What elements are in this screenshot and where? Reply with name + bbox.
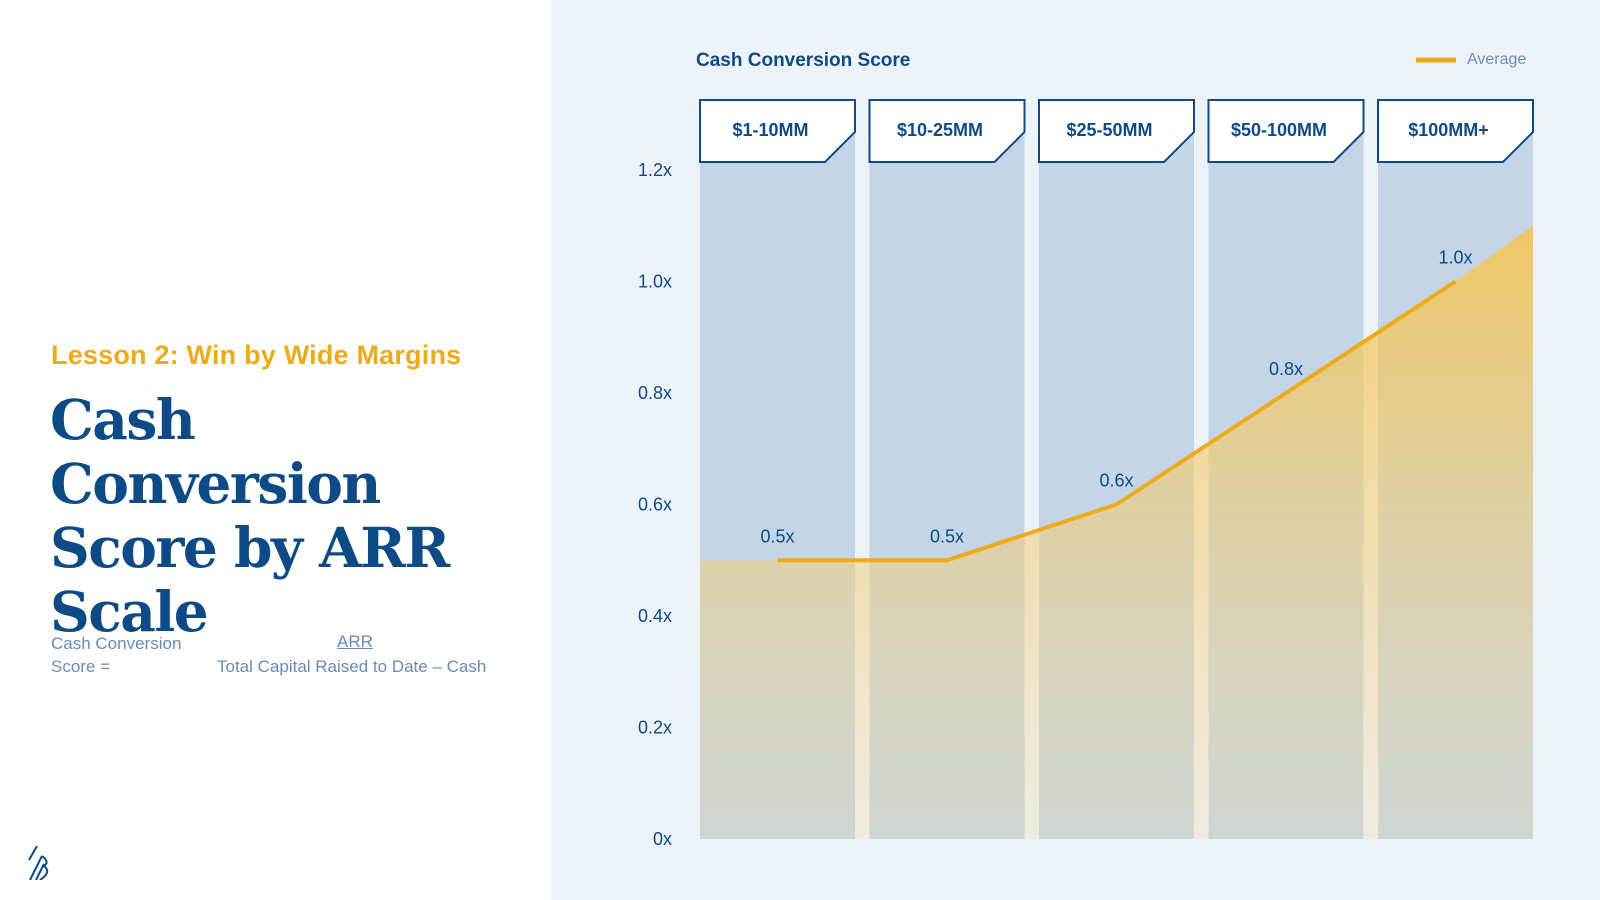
- data-label: 0.5x: [760, 526, 794, 546]
- data-label: 0.8x: [1269, 359, 1303, 379]
- y-tick-label: 1.2x: [638, 160, 672, 180]
- data-label: 0.5x: [930, 526, 964, 546]
- average-line: [777, 279, 1457, 563]
- page-title: Cash Conversion Score by ARR Scale: [50, 387, 450, 644]
- legend-label: Average: [1467, 51, 1526, 68]
- y-tick-label: 0.2x: [638, 718, 672, 738]
- category-tab: [868, 99, 1026, 163]
- y-tick-label: 0.6x: [638, 495, 672, 515]
- chart: 0x 0.2x 0.4x 0.6x 0.8x 1.0x 1.2x 0.5x 0.5x 0.6x 0…: [627, 50, 1600, 900]
- formula-numerator: ARR: [337, 632, 373, 651]
- category-tab: [699, 99, 856, 163]
- data-label: 0.6x: [1099, 471, 1133, 491]
- category-tab: [1038, 99, 1195, 163]
- lesson-eyebrow: Lesson 2: Win by Wide Margins: [51, 340, 462, 370]
- average-area: [700, 225, 1533, 839]
- y-tick-label: 1.0x: [638, 272, 672, 292]
- y-tick-label: 0.8x: [638, 383, 672, 403]
- category-label: $10-25MM: [897, 120, 983, 140]
- category-tab: [1207, 99, 1365, 163]
- category-label: $100MM+: [1408, 120, 1489, 140]
- category-tab: [1377, 99, 1534, 163]
- formula-label: Cash Conversion Score =: [51, 634, 182, 676]
- chart-panel: 0x 0.2x 0.4x 0.6x 0.8x 1.0x 1.2x 0.5x 0.5x 0.6x 0…: [551, 0, 1600, 900]
- brand-logo-icon: [28, 846, 49, 880]
- category-label: $50-100MM: [1231, 120, 1327, 140]
- left-panel: Lesson 2: Win by Wide Margins Cash Conve…: [0, 0, 551, 900]
- y-tick-label: 0x: [653, 829, 672, 849]
- category-label: $1-10MM: [732, 120, 808, 140]
- chart-title: Cash Conversion Score: [696, 50, 910, 71]
- y-tick-label: 0.4x: [638, 606, 672, 626]
- category-label: $25-50MM: [1066, 120, 1152, 140]
- formula-denominator: Total Capital Raised to Date – Cash: [217, 657, 487, 676]
- data-label: 1.0x: [1438, 248, 1472, 268]
